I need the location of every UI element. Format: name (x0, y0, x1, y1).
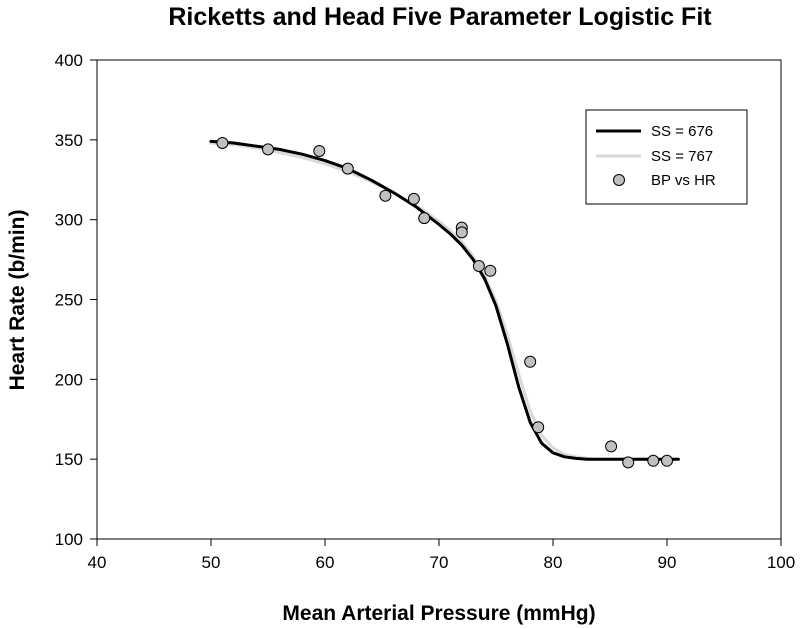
x-tick-label: 50 (202, 553, 221, 572)
y-axis-ticks: 100 150 200 250 300 350 400 (55, 51, 97, 549)
x-axis-label: Mean Arterial Pressure (mmHg) (282, 602, 595, 625)
data-point (216, 137, 229, 149)
x-tick-label: 70 (430, 553, 449, 572)
legend-label-ss-676: SS = 676 (651, 123, 713, 140)
y-tick-label: 100 (55, 530, 83, 549)
data-point (341, 162, 354, 175)
y-tick-label: 300 (55, 211, 83, 230)
legend-marker-bp-vs-hr (613, 174, 625, 186)
y-tick-label: 400 (55, 51, 83, 70)
data-point (379, 189, 392, 202)
data-point (262, 143, 274, 156)
x-tick-label: 40 (88, 553, 107, 572)
series-layer (209, 137, 680, 469)
data-point (647, 454, 660, 467)
chart-title: Ricketts and Head Five Parameter Logisti… (168, 3, 712, 31)
x-tick-label: 90 (658, 553, 677, 572)
x-axis-ticks: 40 50 60 70 80 90 100 (88, 539, 795, 572)
data-point (605, 440, 618, 453)
x-tick-label: 60 (316, 553, 335, 572)
y-tick-label: 250 (55, 291, 83, 310)
data-point (418, 212, 431, 225)
data-point (407, 192, 420, 205)
data-point (313, 145, 326, 157)
data-point (622, 456, 635, 469)
y-tick-label: 200 (55, 370, 83, 389)
legend: SS = 676 SS = 767 BP vs HR (585, 109, 748, 205)
data-point (472, 260, 485, 272)
legend-label-ss-767: SS = 767 (651, 148, 713, 165)
series-line-ss-676 (209, 139, 680, 461)
x-tick-label: 100 (767, 553, 795, 572)
y-tick-label: 150 (55, 450, 83, 469)
data-point (532, 421, 545, 434)
data-point (484, 264, 497, 277)
data-point (455, 226, 468, 239)
y-axis-label: Heart Rate (b/min) (6, 210, 29, 391)
x-tick-label: 80 (544, 553, 563, 572)
data-point (661, 454, 673, 467)
data-point (524, 355, 537, 368)
y-tick-label: 350 (55, 131, 83, 150)
legend-label-bp-vs-hr: BP vs HR (651, 172, 716, 189)
